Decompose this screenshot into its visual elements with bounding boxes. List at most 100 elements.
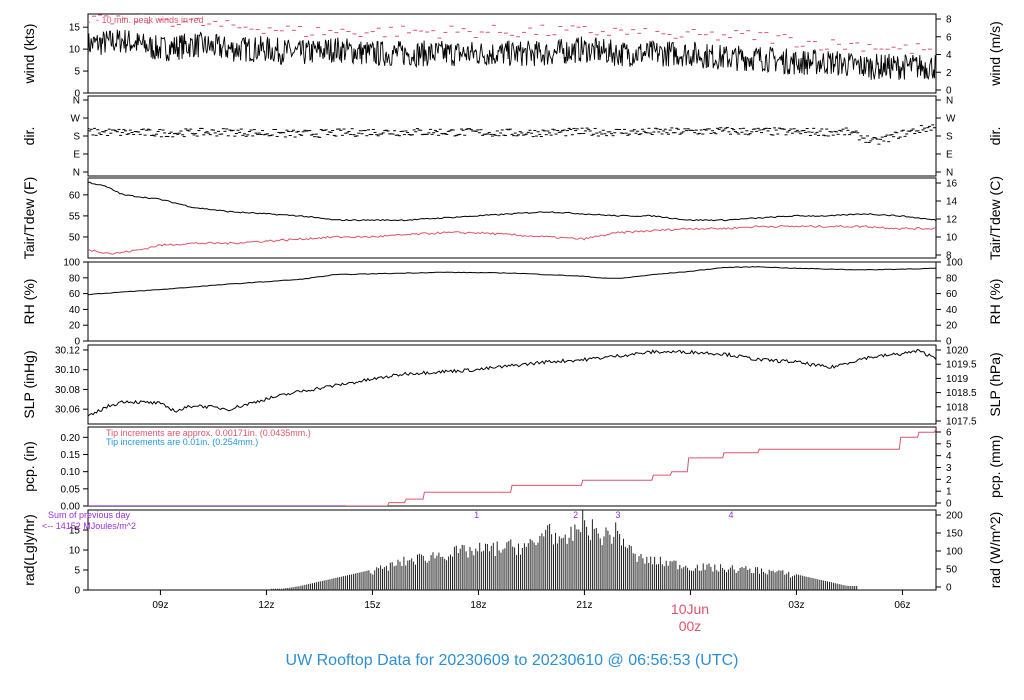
ytick-label-left: 10 [69, 546, 81, 557]
xtick-label: 06z [894, 600, 910, 611]
ytick-label-right: W [946, 114, 956, 125]
date-label-day: 10Jun [671, 601, 709, 617]
ytick-label-left: 15 [69, 526, 81, 537]
wind-note: - 10 min. peak winds in red [96, 15, 204, 25]
panel-frame [87, 509, 937, 591]
pcp-note-red: Tip increments are approx. 0.00171in. (0… [106, 428, 311, 438]
panel-pcp: pcp. (in) pcp. (mm) 0.00 0.05 0.10 0.15 0.20 01… [21, 426, 1003, 513]
panel-frame [87, 426, 937, 507]
ytick-label-right: 20 [946, 321, 958, 332]
ytick-label-left: 15 [69, 23, 81, 34]
ytick-label-right: 6 [946, 428, 952, 439]
data-rh [88, 266, 936, 296]
rad-sum-label: Sum of previous day [48, 510, 131, 520]
ytick-label-left: 0.10 [61, 467, 81, 478]
ylabel-left: rad(Lgly/hr) [21, 514, 37, 586]
ytick-label-right: 12 [946, 215, 958, 226]
ytick-label-right: 1019 [946, 374, 969, 385]
data-wind [88, 14, 936, 80]
ytick-label-right: 80 [946, 273, 958, 284]
ytick-label-right: 6 [946, 32, 952, 43]
rad-peak-marker: 4 [729, 510, 734, 520]
ytick-label-right: 1 [946, 487, 952, 498]
ytick-label-left: 30.10 [55, 365, 80, 376]
ylabel-right: wind (m/s) [987, 21, 1003, 87]
data-dir [88, 124, 936, 145]
ytick-label-left: 30.08 [55, 385, 80, 396]
ytick-label-left: 0 [74, 89, 80, 100]
ytick-label-left: E [73, 150, 80, 161]
ytick-label-right: 4 [946, 50, 952, 61]
ylabel-left: wind (kts) [21, 24, 37, 85]
ytick-label-left: 10 [69, 45, 81, 56]
ylabel-right: dir. [987, 127, 1003, 146]
ylabel-right: pcp. (mm) [987, 435, 1003, 498]
x-axis: 09z 12z 15z 18z 21z 03z 06z [152, 590, 910, 611]
ytick-label-left: 20 [69, 321, 81, 332]
ytick-label-right: 200 [946, 511, 963, 522]
ylabel-right: rad (W/m^2) [987, 512, 1003, 589]
ytick-label-right: 100 [946, 547, 963, 558]
panel-frame [87, 261, 937, 342]
panel-frame [87, 177, 937, 259]
ylabel-left: Tair/Tdew (F) [21, 177, 37, 259]
panel-frame [87, 344, 937, 425]
footer-title: UW Rooftop Data for 20230609 to 20230610… [286, 652, 739, 669]
ytick-label-right: 2 [946, 475, 952, 486]
ytick-label-left: 0.15 [61, 450, 81, 461]
ytick-label-right: 10 [946, 233, 958, 244]
ytick-label-left: 0 [74, 586, 80, 597]
ytick-label-right: 60 [946, 289, 958, 300]
ytick-label-right: 40 [946, 305, 958, 316]
ytick-label-right: 5 [946, 439, 952, 450]
panel-rh: RH (%) RH (%) 0 20 40 60 80 100 0 20 40 60 80 100 [21, 258, 1003, 348]
ytick-label-left: 40 [69, 305, 81, 316]
ytick-label-left: 80 [69, 273, 81, 284]
ytick-label-left: 50 [69, 232, 81, 243]
rad-peak-marker: 3 [615, 510, 620, 520]
ytick-label-right: 4 [946, 451, 952, 462]
ytick-label-left: 55 [69, 211, 81, 222]
ytick-label-left: 100 [63, 258, 80, 269]
ylabel-left: RH (%) [21, 279, 37, 325]
xtick-label: 03z [788, 600, 804, 611]
panel-rad: rad(Lgly/hr) rad (W/m^2)05101505010015020… [21, 509, 1003, 597]
ytick-label-right: 3 [946, 463, 952, 474]
pcp-series-red [88, 428, 936, 506]
ylabel-left: pcp. (in) [21, 441, 37, 492]
rad-bars [271, 510, 858, 590]
ytick-label-left: 60 [69, 289, 81, 300]
panel-frame [87, 95, 937, 177]
rad-sum-value: <-- 14152 MJoules/m^2 [42, 521, 136, 531]
data-temp [88, 181, 936, 255]
ylabel-left: dir. [21, 127, 37, 146]
ytick-label-right: 1017.5 [946, 417, 977, 428]
ytick-label-left: 30.12 [55, 345, 80, 356]
ytick-label-right: 1019.5 [946, 360, 977, 371]
panel-slp: SLP (inHg) SLP (hPa) 30.06 30.08 30.10 30.12 1… [21, 344, 1003, 428]
ytick-label-left: W [71, 114, 81, 125]
ytick-label-right: 14 [946, 197, 958, 208]
ytick-label-right: 0 [946, 337, 952, 348]
ytick-label-right: E [946, 150, 953, 161]
ytick-label-right: N [946, 96, 953, 107]
ytick-label-right: 1020 [946, 346, 969, 357]
ylabel-right: SLP (hPa) [987, 352, 1003, 416]
ytick-label-right: 0 [946, 86, 952, 97]
rh-series [88, 266, 936, 296]
data-pcp [88, 428, 936, 506]
data-rad [271, 510, 858, 590]
ytick-label-right: 8 [946, 251, 952, 262]
xtick-label: 18z [470, 600, 486, 611]
wind-series [88, 29, 936, 80]
xtick-label: 09z [152, 600, 168, 611]
date-label-hour: 00z [679, 618, 702, 634]
data-slp [88, 349, 936, 417]
ytick-label-right: 1018 [946, 402, 969, 413]
xtick-label: 15z [364, 600, 380, 611]
ytick-label-right: S [946, 132, 953, 143]
rad-peak-marker: 2 [573, 510, 578, 520]
